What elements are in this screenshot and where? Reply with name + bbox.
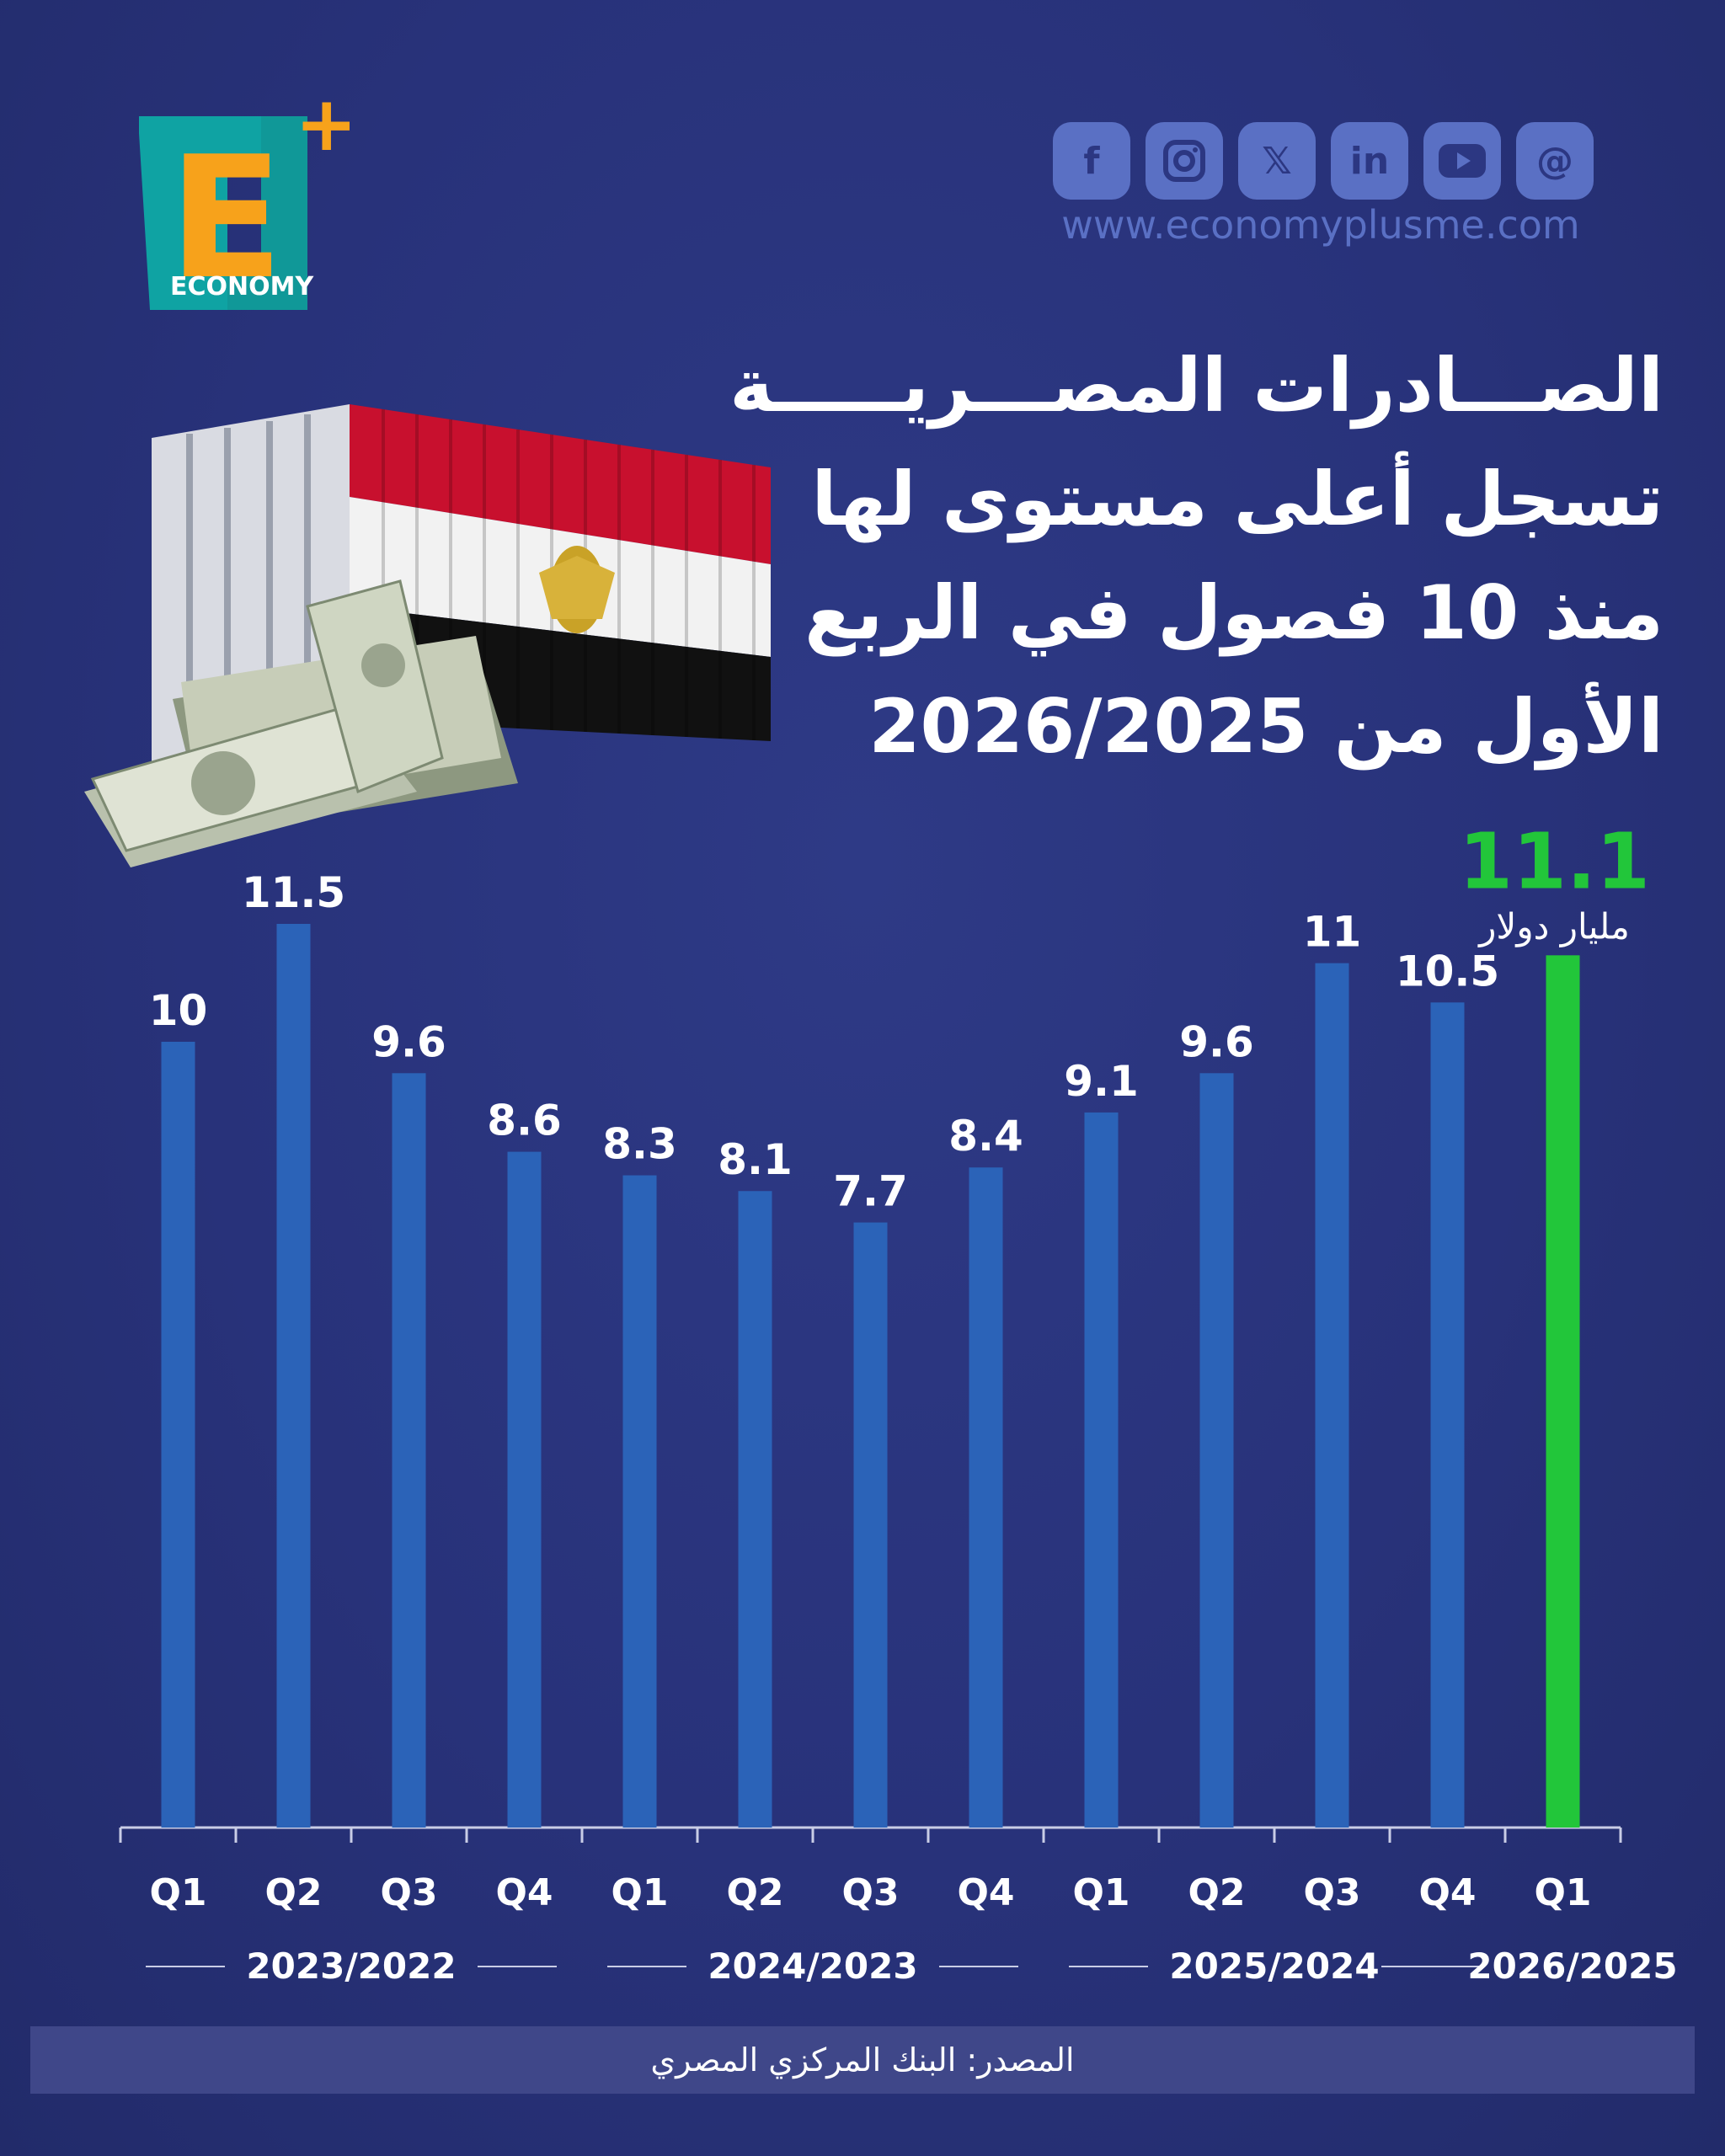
youtube-icon[interactable] (1423, 122, 1501, 200)
bar (392, 1073, 426, 1828)
container-money-illustration (84, 404, 771, 867)
bar (853, 1222, 888, 1828)
headline-line-4: الأول من 2026/2025 (868, 683, 1664, 770)
bar-value-label: 7.7 (833, 1167, 908, 1216)
year-group-label: 2026/2025 (1467, 1945, 1677, 1987)
bar (1084, 1112, 1119, 1828)
headline: الصـــادرات المصـــريـــــة تسجل أعلى مس… (729, 328, 1664, 783)
year-group-label: 2025/2024 (1169, 1945, 1379, 1987)
x-tick-label: Q3 (841, 1871, 899, 1914)
bar (507, 1151, 542, 1828)
bar-value-label: 8.6 (487, 1097, 562, 1145)
x-tick-label: Q4 (495, 1871, 553, 1914)
bar-value-label: 9.1 (1064, 1057, 1139, 1106)
bar (161, 1041, 195, 1828)
instagram-icon[interactable] (1146, 122, 1223, 200)
x-tick-label: Q4 (1418, 1871, 1476, 1914)
bar-value-label: 11 (1303, 908, 1362, 957)
bar-value-label: 8.4 (948, 1112, 1023, 1161)
linkedin-icon[interactable]: in (1331, 122, 1408, 200)
x-tick-label: Q2 (1188, 1871, 1245, 1914)
logo-word: ECONOMY (170, 272, 314, 302)
x-tick-label: Q2 (264, 1871, 322, 1914)
bar (738, 1191, 772, 1828)
bar (1315, 963, 1349, 1828)
x-tick-label: Q1 (1072, 1871, 1130, 1914)
bar (1546, 955, 1580, 1828)
x-tick-label: Q2 (726, 1871, 783, 1914)
bar-value-label: 11.5 (242, 868, 345, 917)
bar-value-label: 9.6 (1179, 1017, 1254, 1066)
x-icon[interactable]: 𝕏 (1238, 122, 1316, 200)
headline-line-2: تسجل أعلى مستوى لها (811, 456, 1664, 542)
highlight-unit-label: مليار دولار (1477, 905, 1630, 947)
bar (969, 1167, 1003, 1828)
bar-value-label: 8.3 (602, 1120, 677, 1169)
eagle-emblem (539, 546, 615, 633)
bar-value-label: 8.1 (718, 1135, 793, 1184)
year-group-label: 2024/2023 (708, 1945, 917, 1987)
bar-value-label: 10 (149, 986, 208, 1035)
source-bar: المصدر: البنك المركزي المصري (30, 2026, 1695, 2094)
x-tick-label: Q3 (1303, 1871, 1360, 1914)
bar (1199, 1073, 1234, 1828)
bar-value-label: 10.5 (1396, 947, 1499, 995)
x-tick-label: Q1 (1534, 1871, 1591, 1914)
x-tick-label: Q3 (380, 1871, 437, 1914)
social-links: f 𝕏 in @ (1053, 122, 1594, 200)
headline-line-1: الصـــادرات المصـــريـــــة (729, 342, 1664, 429)
website-url[interactable]: www.economyplusme.com (1061, 202, 1580, 248)
logo-plus: + (295, 99, 350, 168)
bar (276, 924, 311, 1828)
x-tick-label: Q1 (611, 1871, 668, 1914)
year-group-label: 2023/2022 (246, 1945, 456, 1987)
bar-value-label: 9.6 (371, 1017, 446, 1066)
x-tick-label: Q1 (149, 1871, 206, 1914)
bar (1430, 1002, 1465, 1828)
bar (622, 1175, 657, 1828)
bar-value-label-highlight: 11.1 (1459, 816, 1650, 906)
threads-icon[interactable]: @ (1516, 122, 1594, 200)
economy-plus-logo: E + ECONOMY (139, 99, 350, 314)
logo-letter: E (168, 120, 284, 314)
x-tick-label: Q4 (957, 1871, 1014, 1914)
source-text: المصدر: البنك المركزي المصري (650, 2041, 1075, 2079)
dollar-bills (84, 579, 518, 867)
headline-line-3: منذ 10 فصول في الربع (804, 569, 1664, 656)
facebook-icon[interactable]: f (1053, 122, 1130, 200)
